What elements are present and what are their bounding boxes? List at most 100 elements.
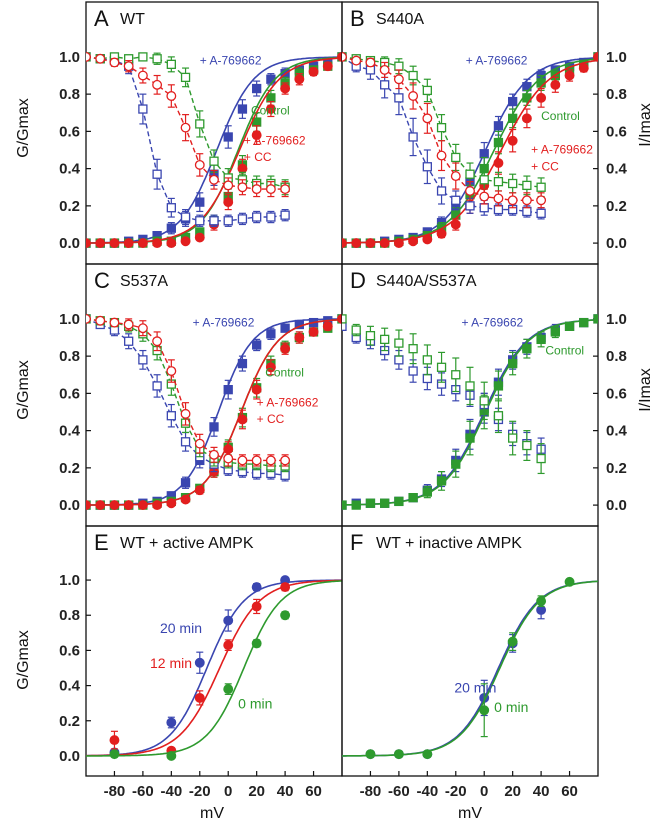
data-point bbox=[408, 91, 419, 101]
annotation: + A-769662 bbox=[257, 395, 319, 409]
ylabel-top-right: I/Imax bbox=[637, 103, 654, 147]
data-point bbox=[436, 123, 447, 133]
data-point bbox=[479, 396, 489, 406]
series-6 bbox=[86, 51, 291, 198]
data-point bbox=[223, 216, 233, 226]
data-point bbox=[166, 91, 177, 101]
x-tick-label: -40 bbox=[416, 783, 438, 800]
data-point bbox=[536, 182, 546, 192]
data-point bbox=[351, 238, 362, 249]
data-point bbox=[166, 411, 176, 421]
fit-curve bbox=[342, 580, 598, 757]
data-point bbox=[252, 340, 262, 350]
y-tick-label: 0.2 bbox=[59, 460, 80, 477]
data-point bbox=[522, 93, 532, 103]
data-point bbox=[137, 323, 148, 334]
data-point bbox=[593, 51, 598, 62]
panel-frame bbox=[341, 525, 599, 777]
data-point bbox=[342, 238, 347, 249]
data-point bbox=[365, 498, 376, 508]
data-point bbox=[479, 175, 489, 185]
data-point bbox=[422, 234, 433, 245]
data-point bbox=[322, 321, 333, 332]
data-point bbox=[137, 238, 148, 249]
data-point bbox=[322, 61, 333, 72]
annotation: + A-769662 bbox=[244, 133, 306, 147]
data-point bbox=[265, 362, 276, 373]
data-point bbox=[180, 236, 191, 247]
data-point bbox=[351, 325, 361, 335]
data-point bbox=[137, 70, 148, 81]
data-point bbox=[365, 331, 376, 341]
data-point bbox=[166, 223, 176, 233]
y-tick-label: 0.6 bbox=[59, 642, 80, 659]
x-tick-label: 20 bbox=[248, 783, 265, 800]
data-point bbox=[451, 370, 461, 380]
xlabel-left: mV bbox=[200, 805, 224, 822]
y-tick-label: 0.8 bbox=[59, 86, 80, 103]
data-point bbox=[479, 191, 490, 202]
data-point bbox=[223, 615, 234, 626]
y-tick-label: 0.4 bbox=[606, 423, 628, 440]
data-point bbox=[251, 455, 262, 466]
data-point bbox=[251, 184, 262, 195]
data-point bbox=[393, 749, 404, 760]
data-point bbox=[380, 80, 390, 90]
panel-letter: B bbox=[350, 6, 365, 31]
data-point bbox=[86, 238, 91, 249]
data-point bbox=[522, 206, 532, 217]
data-point bbox=[109, 749, 120, 760]
data-point bbox=[380, 498, 390, 508]
data-point bbox=[451, 195, 461, 205]
y-tick-label: 0.4 bbox=[59, 423, 81, 440]
data-point bbox=[237, 104, 248, 114]
data-point bbox=[152, 381, 162, 391]
x-tick-label: 0 bbox=[224, 783, 232, 800]
data-point bbox=[493, 204, 504, 215]
y-tick-label: 0.4 bbox=[606, 161, 628, 178]
annotation: + A-769662 bbox=[193, 315, 255, 329]
data-point bbox=[280, 184, 291, 195]
y-tick-label: 0.6 bbox=[59, 385, 80, 402]
data-point bbox=[209, 174, 219, 185]
data-point bbox=[109, 57, 120, 68]
data-point bbox=[493, 177, 504, 187]
data-point bbox=[109, 238, 120, 249]
data-point bbox=[479, 149, 489, 159]
y-tick-label: 0.8 bbox=[606, 348, 627, 365]
data-point bbox=[138, 104, 148, 114]
data-point bbox=[422, 162, 432, 172]
x-tick-label: 40 bbox=[533, 783, 550, 800]
y-tick-label: 0.8 bbox=[59, 348, 80, 365]
data-point bbox=[251, 384, 262, 395]
data-point bbox=[123, 500, 134, 511]
data-point bbox=[123, 61, 134, 72]
data-point bbox=[593, 314, 598, 324]
ylabel-middle-left: G/Gmax bbox=[15, 360, 32, 420]
data-point bbox=[138, 355, 148, 365]
data-point bbox=[209, 216, 219, 226]
data-point bbox=[408, 366, 418, 376]
y-tick-label: 1.0 bbox=[59, 49, 80, 66]
data-point bbox=[180, 122, 191, 133]
data-point bbox=[564, 321, 575, 331]
data-point bbox=[380, 334, 390, 345]
data-point bbox=[209, 156, 219, 166]
data-point bbox=[342, 500, 347, 510]
series-6 bbox=[86, 313, 291, 467]
data-point bbox=[180, 408, 191, 419]
data-point bbox=[493, 381, 504, 391]
panel-title: WT bbox=[120, 11, 145, 28]
data-point bbox=[465, 169, 475, 179]
data-point bbox=[166, 750, 177, 761]
data-point bbox=[451, 152, 461, 163]
series-3 bbox=[86, 580, 342, 761]
data-point bbox=[507, 195, 518, 206]
data-point bbox=[195, 197, 205, 207]
data-point bbox=[550, 79, 561, 90]
annotation: 20 min bbox=[454, 680, 496, 696]
data-point bbox=[342, 321, 347, 331]
data-point bbox=[266, 212, 276, 222]
data-point bbox=[536, 208, 546, 218]
data-point bbox=[223, 684, 234, 695]
